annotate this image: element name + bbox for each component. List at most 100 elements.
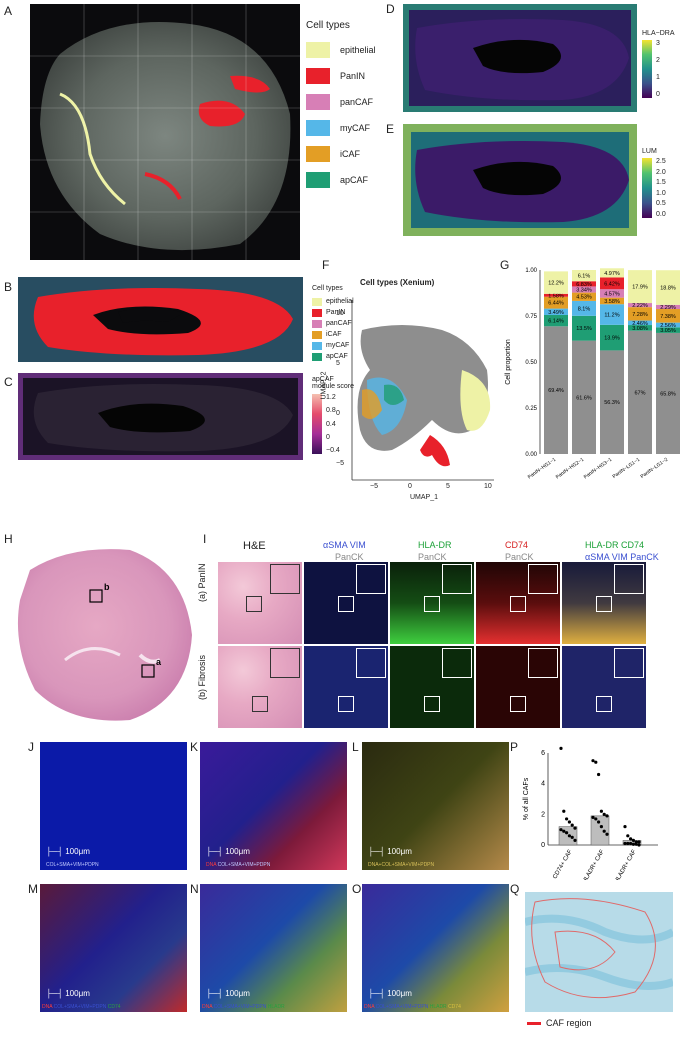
colorbar-c-title: apCAF module score [312,376,355,390]
p-point [573,826,577,830]
panel-label-b: B [4,280,13,294]
p-point [623,825,627,829]
p-point [597,772,601,777]
g-x-tick: PanIN−LG1−1 [612,457,642,480]
panel-m-image: ├─┤ 100μm DNA COL+SMA+VIM+PDPN CD74 [40,884,187,1012]
g-bar-label: 13.9% [604,336,620,342]
legend-b-swatch [312,352,322,361]
g-bar-segment [656,327,680,333]
p-point [602,812,606,816]
p-point [637,840,641,844]
legend-b-item: myCAF [312,340,354,351]
g-bar-label: 3.08% [632,326,648,332]
panel-d-colorbar: HLA−DRA 3 2 1 0 [642,30,674,98]
p-point [567,820,571,824]
legend-a-label: epithelial [340,45,376,55]
legend-b-label: myCAF [326,342,350,349]
colorbar-c-tick: 0 [326,433,330,441]
p-point [594,760,598,764]
i-col-title-cd74: CD74 [505,540,529,550]
m-scalebar: ├─┤ 100μm [46,989,90,998]
i-col-title-merge: HLA-DR CD74 [585,540,645,550]
panel-label-g: G [500,258,510,272]
caf-region-swatch [527,1021,541,1025]
legend-a-item: epithelial [306,37,381,63]
p-point [626,841,630,846]
m-caption: DNA COL+SMA+VIM+PDPN CD74 [42,1004,121,1010]
g-x-tick: PanIN−HG1−1 [527,457,557,481]
legend-b-swatch [312,319,322,328]
i-asma-panin [304,562,388,644]
g-bar-segment [656,332,680,454]
n-caption: DNA COL+SMA+VIM+PDPN HLADR [202,1004,285,1010]
colorbar-e-gradient [642,158,652,218]
p-point [634,840,638,844]
panel-label-q: Q [510,882,520,896]
p-point [637,843,641,847]
p-point [567,834,571,838]
p-point [634,842,638,846]
g-bar-label: 2.56% [660,323,676,329]
i-col-title-asma: αSMA VIM [323,540,366,550]
g-bar-label: 12.2% [548,281,564,287]
g-x-tick: PanIN−HG2−1 [555,457,585,481]
umap-x-tick: 0 [408,483,412,490]
legend-a-label: iCAF [340,149,360,159]
n-scalebar: ├─┤ 100μm [206,989,250,998]
legend-b-label: PanIN [326,309,346,316]
g-bar-label: 67% [634,390,645,396]
p-x-tick: CD74+HLADR+ CAF [604,849,638,880]
umap-x-tick: 10 [484,483,492,490]
g-bar-label: 65.8% [660,391,676,397]
panel-c-svg [17,372,304,461]
g-bar-segment [600,289,624,298]
g-bar-label: 56.3% [604,400,620,406]
colorbar-d-tick: 2 [656,57,660,64]
legend-b-swatch [312,330,322,339]
colorbar-c-gradient [312,394,322,454]
g-bar-label: 17.9% [632,285,648,291]
panel-h-slide: b a [10,540,195,725]
g-bar-segment [656,270,680,305]
g-bar-segment [628,325,652,331]
panel-label-j: J [28,740,34,754]
legend-b-label: epithelial [326,298,354,305]
colorbar-d-tick: 3 [656,40,660,47]
g-bar-segment [572,315,596,341]
legend-a-label: apCAF [340,175,369,185]
panel-label-n: N [190,882,199,896]
legend-b-label: panCAF [326,320,352,327]
i-merge-panin [562,562,646,644]
panel-label-k: K [190,740,199,754]
grid-overlay [30,4,300,260]
g-bar-label: 13.5% [576,326,592,332]
j-caption: COL+SMA+VIM+PDPN [46,862,99,868]
i-he-panin [218,562,302,644]
legend-b-item: epithelial [312,296,354,307]
panel-a-tissue-svg [30,4,300,260]
g-bar-segment [572,300,596,316]
panel-k-image: ├─┤ 100μm DNA COL+SMA+VIM+PDPN [200,742,347,870]
legend-a-item: myCAF [306,115,381,141]
g-bar-label: 1.58% [548,293,564,299]
panel-d-svg [401,2,639,114]
panel-c-tissue-image [17,372,304,461]
o-caption: DNA COL+SMA+VIM+PDPN HLADR CD74 [364,1004,461,1010]
g-y-tick: 0.75 [525,314,537,320]
epithelial-trace [59,92,126,206]
p-x-tick: CD74+ CAF [552,849,574,880]
panel-e-tissue-image [401,122,639,238]
i-merge-fibrosis [562,646,646,728]
colorbar-c-tick: 0.4 [326,420,336,428]
i-hladr-panin [390,562,474,644]
g-bar-segment [628,320,652,326]
g-bar-segment [600,304,624,325]
g-bar-segment [628,330,652,454]
panel-b-svg [18,277,303,362]
g-x-tick: PanIN−HG3−1 [583,457,613,481]
p-point [599,809,603,813]
h-box-label-b: b [104,582,110,592]
panel-p-plot: 6 4 2 0 % of all CAFs CD74+ CAF HLADR+ CAF CD74… [520,745,690,901]
p-point [562,809,566,813]
g-bar-label: 4.53% [576,295,592,301]
